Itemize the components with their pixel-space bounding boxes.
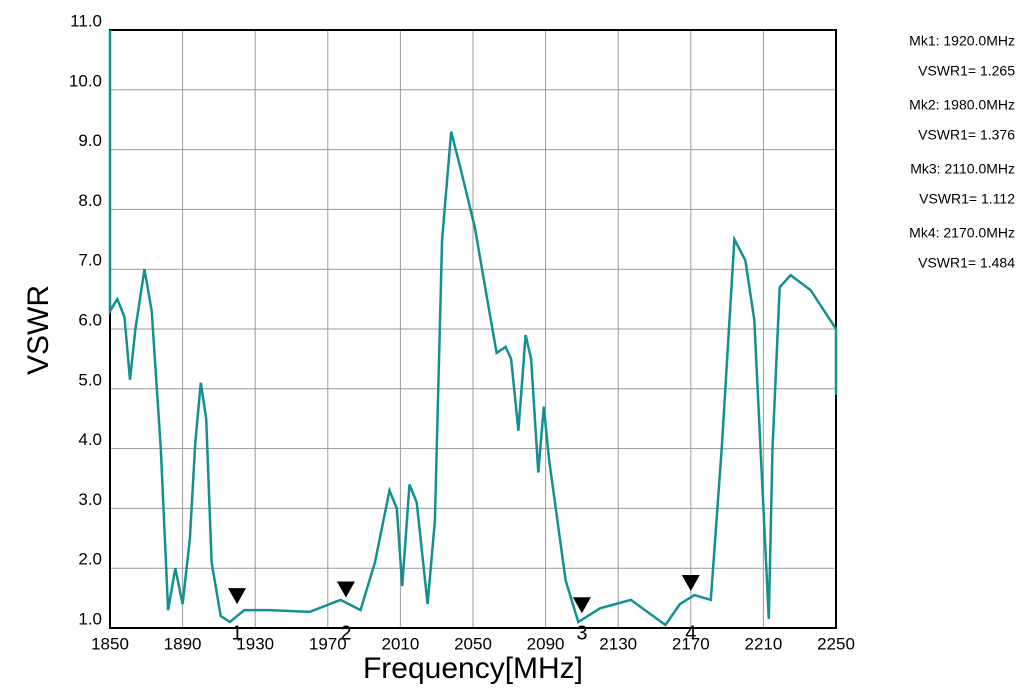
marker-vswr: VSWR1= 1.265 <box>918 63 1015 79</box>
marker-vswr: VSWR1= 1.376 <box>918 127 1015 143</box>
marker-freq: Mk4: 2170.0MHz <box>909 225 1015 241</box>
marker-vswr: VSWR1= 1.112 <box>919 191 1015 207</box>
x-tick-label: 2050 <box>454 634 492 653</box>
marker-triangle <box>681 575 700 592</box>
x-axis-label: Frequency[MHz] <box>363 652 583 685</box>
marker-number: 4 <box>685 622 696 644</box>
y-tick-label: 2.0 <box>78 550 102 569</box>
marker-number: 3 <box>576 622 587 644</box>
y-axis-label: VSWR <box>22 285 55 375</box>
y-tick-label: 5.0 <box>78 370 102 389</box>
marker-triangle <box>228 588 247 605</box>
vswr-line <box>108 30 838 627</box>
y-tick-label: 11.0 <box>70 11 102 30</box>
x-tick-label: 1970 <box>309 634 347 653</box>
y-tick-label: 10.0 <box>69 71 102 90</box>
x-tick-label: 1930 <box>236 634 274 653</box>
x-tick-label: 2010 <box>381 634 419 653</box>
marker-number: 1 <box>231 622 242 644</box>
y-tick-label: 9.0 <box>78 131 102 150</box>
marker-freq: Mk3: 2110.0MHz <box>910 161 1015 177</box>
y-tick-label: 1.0 <box>78 609 102 628</box>
marker-freq: Mk2: 1980.0MHz <box>909 97 1015 113</box>
x-tick-label: 1850 <box>91 634 129 653</box>
marker-freq: Mk1: 1920.0MHz <box>909 33 1015 49</box>
x-tick-label: 2210 <box>744 634 782 653</box>
x-tick-label: 1890 <box>164 634 202 653</box>
x-tick-label: 2130 <box>599 634 637 653</box>
marker-number: 2 <box>340 622 351 644</box>
x-tick-label: 2090 <box>527 634 565 653</box>
x-tick-label: 2250 <box>817 634 855 653</box>
marker-triangle <box>572 597 591 614</box>
y-tick-label: 3.0 <box>78 490 102 509</box>
y-tick-label: 8.0 <box>78 191 102 210</box>
y-tick-label: 7.0 <box>78 251 102 270</box>
y-tick-label: 4.0 <box>78 430 102 449</box>
x-tick-label: 2170 <box>672 634 710 653</box>
marker-triangle <box>336 581 355 598</box>
marker-vswr: VSWR1= 1.484 <box>918 255 1015 271</box>
y-tick-label: 6.0 <box>78 310 102 329</box>
